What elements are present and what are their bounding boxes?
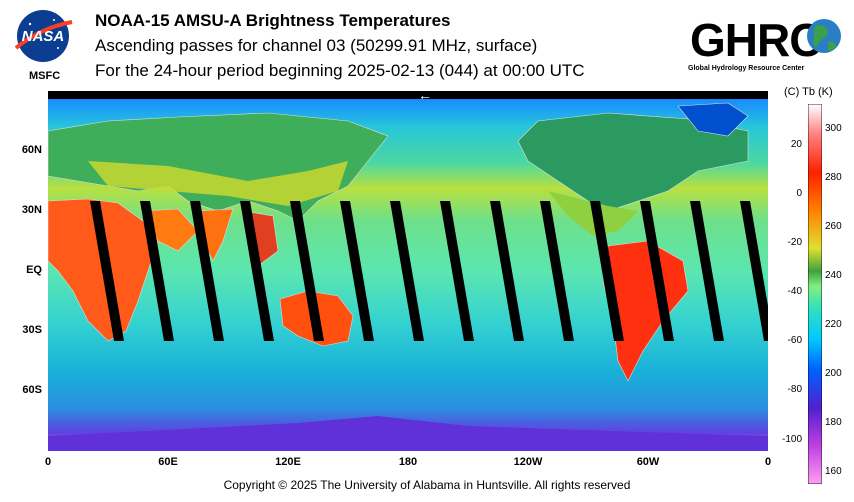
orbit-direction-arrow: ← [418,91,432,103]
lon-label: 0 [764,456,772,468]
swath-gap [340,201,374,341]
swath-gap [590,201,624,341]
land-masses [47,102,768,451]
lon-label: 180 [398,456,418,468]
brightness-temperature-map: ← [47,87,774,451]
colorbar-kelvin-tick: 200 [825,367,842,379]
swath-gap [440,201,474,341]
lon-label: 120W [513,456,543,468]
swath-gap [140,201,174,341]
copyright-text: Copyright © 2025 The University of Alaba… [223,478,631,492]
swath-gaps [90,201,774,341]
swath-gap [690,201,724,341]
lat-label: EQ [26,264,42,276]
colorbar-kelvin-tick: 240 [825,269,842,281]
colorbar-celsius-tick: -80 [787,384,802,396]
land-antarctica [48,416,768,451]
land-north-asia-yellow [88,161,348,206]
colorbar [807,103,823,485]
page-subtitle: Ascending passes for channel 03 (50299.9… [95,36,538,55]
swath-gap [740,201,774,341]
swath-gap [490,201,524,341]
swath-gap [90,201,124,341]
ghrc-subtitle: Global Hydrology Resource Center [688,65,805,72]
swath-gap [290,201,324,341]
colorbar-celsius-tick: -100 [781,433,802,445]
colorbar-celsius-tick: 20 [790,139,802,151]
swath-gap [390,201,424,341]
colorbar-kelvin-tick: 260 [825,220,842,232]
msfc-label: MSFC [29,70,61,82]
lon-label: 0 [44,456,52,468]
lat-label: 60S [22,384,42,396]
swath-gap [190,201,224,341]
colorbar-kelvin-tick: 220 [825,318,842,330]
ghrc-logo: GHRC [688,10,846,76]
colorbar-kelvin-tick: 280 [825,171,842,183]
lon-label: 60W [636,456,660,468]
colorbar-kelvin-tick: 180 [825,416,842,428]
lat-label: 60N [21,144,42,156]
nasa-logo: NASA [10,8,76,64]
swath-gap [540,201,574,341]
page-title: NOAA-15 AMSU-A Brightness Temperatures [95,11,451,30]
colorbar-celsius-tick: 0 [796,188,802,200]
land-greenland [677,102,749,137]
map-top-band [48,91,768,99]
colorbar-celsius-tick: -20 [787,237,802,249]
nasa-logo-text: NASA [22,28,65,45]
colorbar-units: (C) Tb (K) [784,86,833,98]
swath-gap [240,201,274,341]
colorbar-celsius-tick: -60 [787,335,802,347]
lon-label: 60E [158,456,178,468]
lat-label: 30N [21,204,42,216]
lon-label: 120E [275,456,301,468]
colorbar-kelvin-tick: 300 [825,122,842,134]
period-text: For the 24-hour period beginning 2025-02… [95,61,585,80]
lat-label: 30S [22,324,42,336]
colorbar-celsius-tick: -40 [787,286,802,298]
swath-gap [640,201,674,341]
ghrc-logo-text: GHRC [690,14,821,66]
colorbar-kelvin-tick: 160 [825,465,842,477]
